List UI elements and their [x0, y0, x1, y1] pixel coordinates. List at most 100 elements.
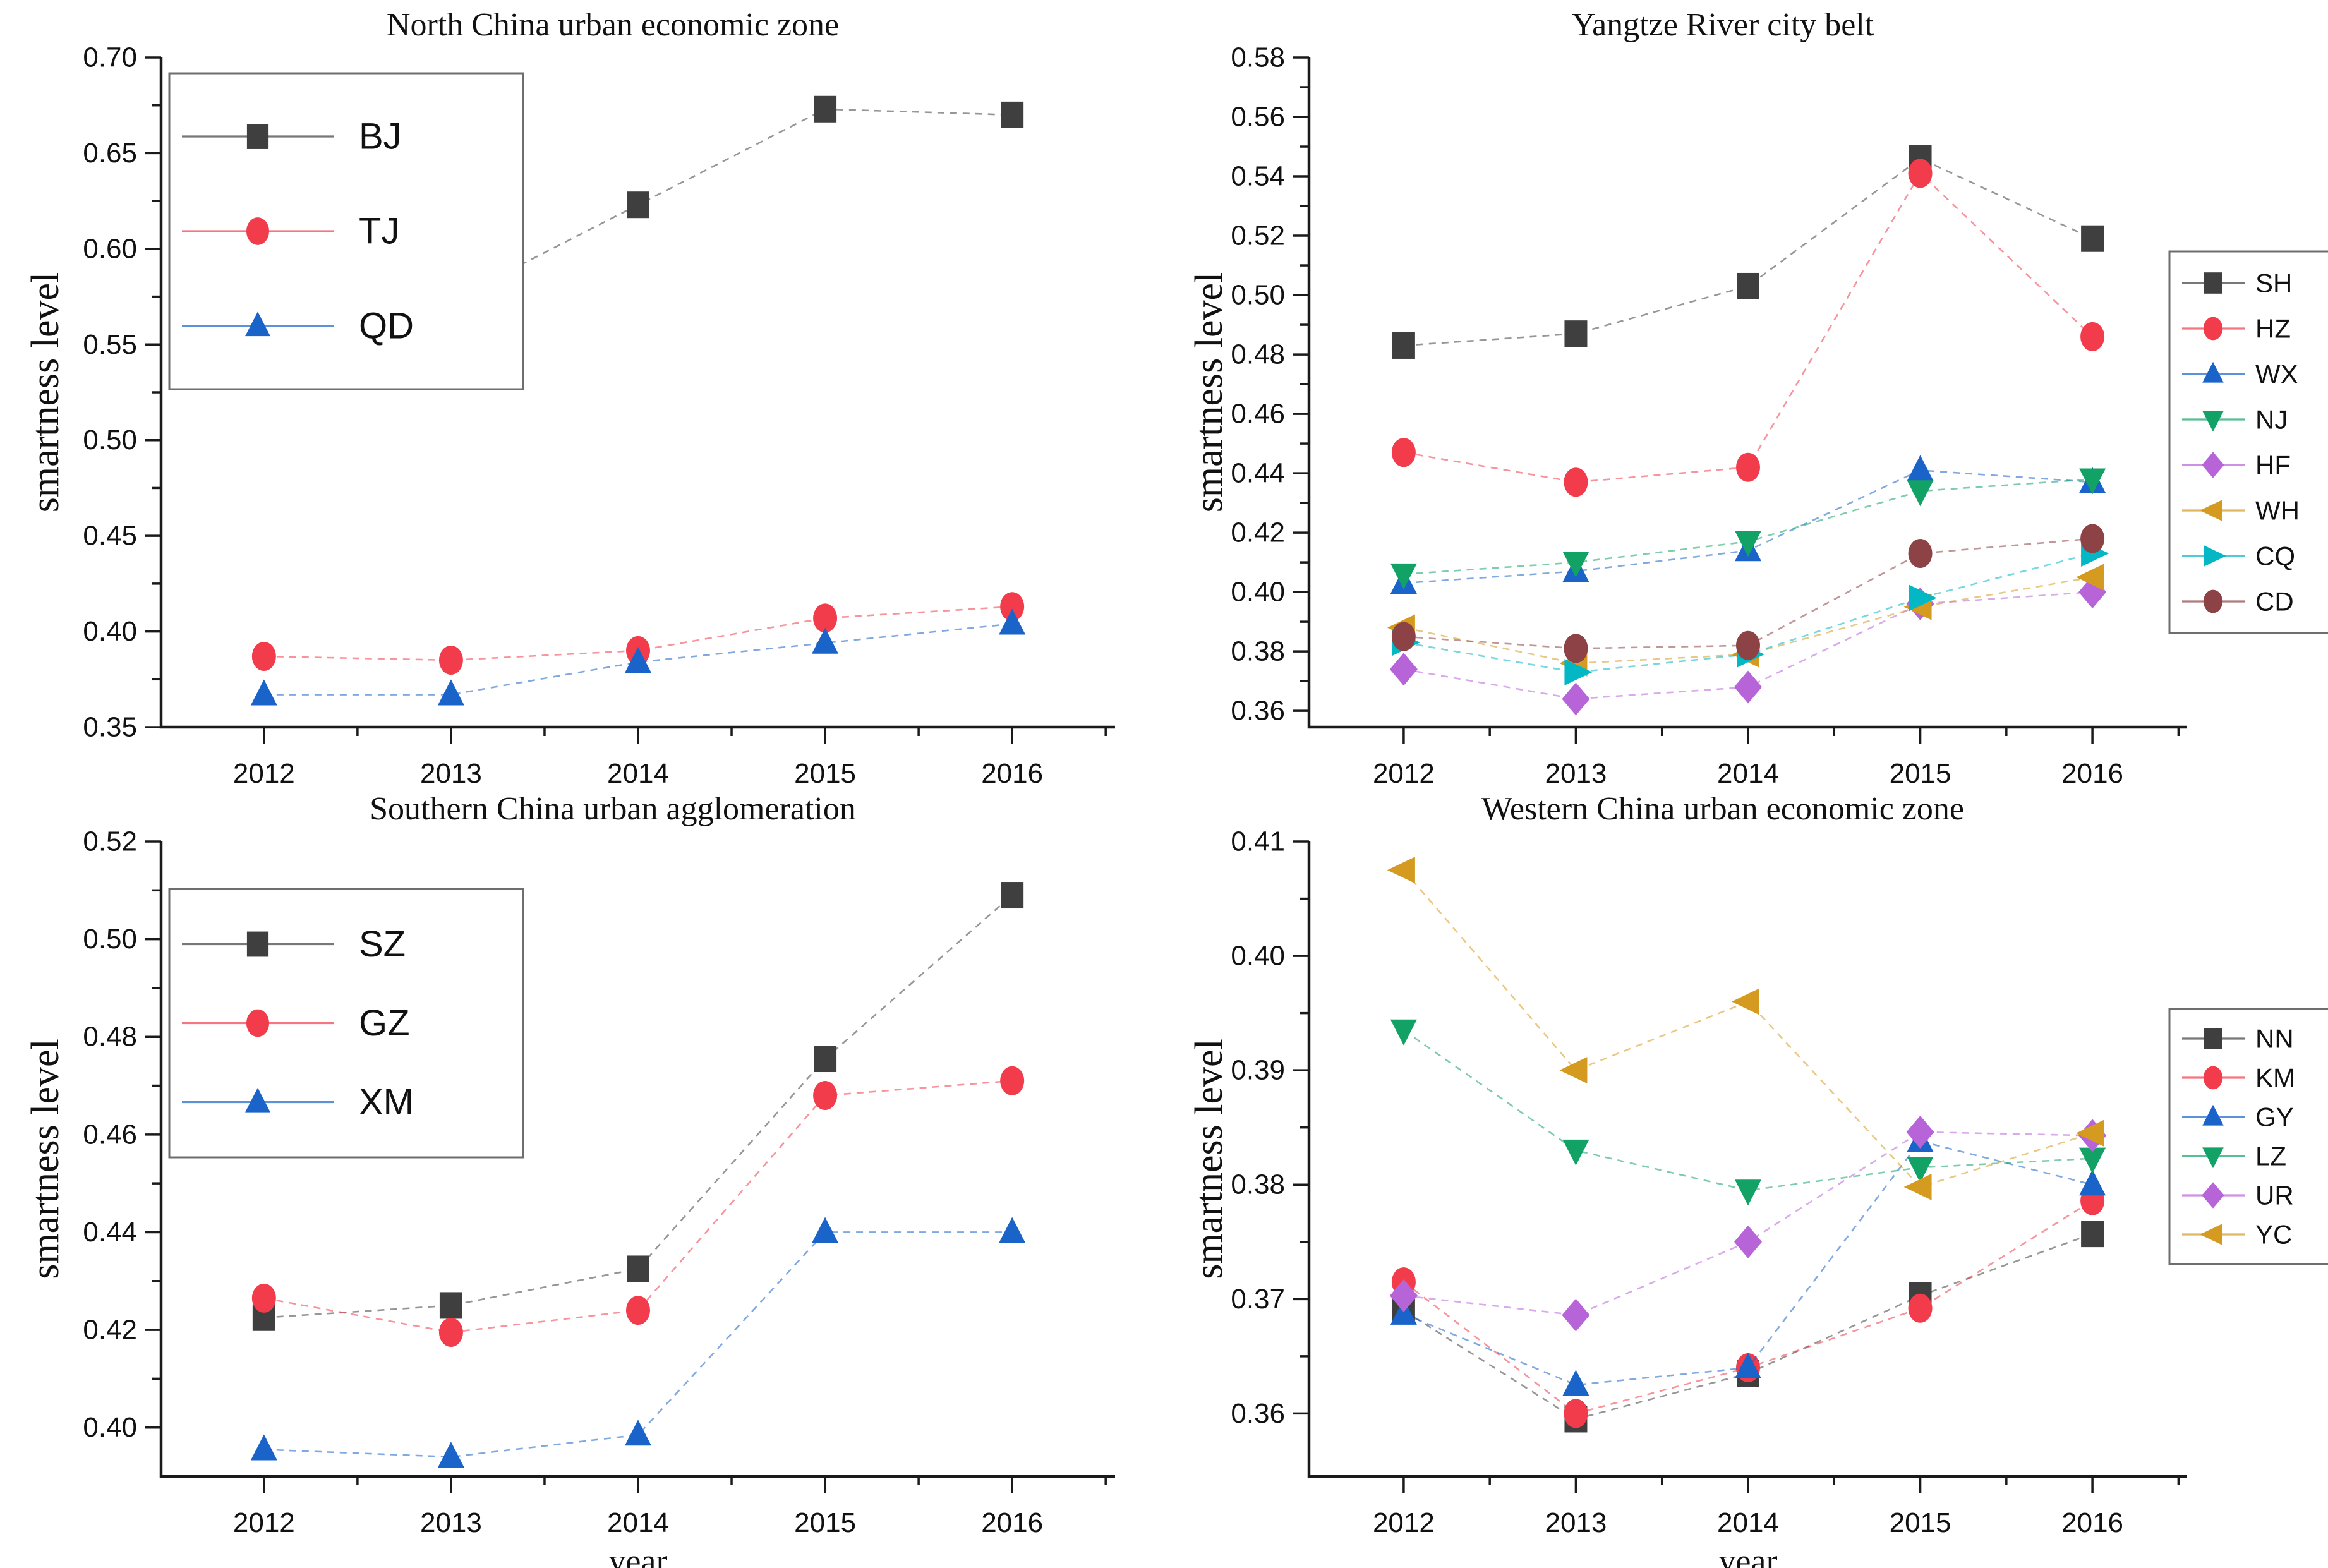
series-UR: [1389, 1115, 2107, 1332]
axis-tick-labels: 0.36 0.37 0.38 0.39 0.40 0.41 2012 2013 2014 2015…: [1231, 826, 2123, 1539]
marker-triangle-left: [2200, 1224, 2222, 1245]
marker-triangle-right: [1909, 584, 1937, 612]
marker-square: [627, 191, 649, 219]
legend-label-TJ: TJ: [359, 211, 399, 252]
series-line-GZ: [263, 1080, 1013, 1334]
marker-circle: [2203, 1066, 2223, 1090]
marker-square: [814, 95, 837, 123]
legend-yangtze-river: SH HZ WX NJ HF WH CQ CD: [2168, 250, 2328, 634]
chart-svg-north-china: 0.35 0.40 0.45 0.50 0.55 0.60 0.65 0.70 2012 2013…: [25, 42, 1115, 790]
panel-western-china-chart: 0.36 0.37 0.38 0.39 0.40 0.41 2012 2013 2014 2015…: [1189, 794, 2328, 1568]
marker-triangle-up: [1562, 1370, 1589, 1396]
marker-triangle-up: [812, 627, 839, 654]
series-line-GY: [1403, 1140, 2093, 1386]
axis-tick-labels: 0.35 0.40 0.45 0.50 0.55 0.60 0.65 0.70 2012 2013…: [83, 42, 1043, 790]
marker-triangle-down: [2079, 468, 2106, 495]
series-line-YC: [1402, 869, 2093, 1188]
chart-svg-western-china: 0.36 0.37 0.38 0.39 0.40 0.41 2012 2013 2014 2015…: [1189, 826, 2328, 1568]
marker-circle: [813, 1081, 838, 1110]
y-tick-label: 0.36: [1231, 1398, 1285, 1429]
legend-label-QD: QD: [359, 306, 414, 347]
y-tick-label: 0.70: [83, 42, 137, 73]
marker-triangle-down: [2202, 1147, 2224, 1169]
x-tick-label: 2014: [1717, 758, 1779, 789]
chart-title-western: Western China urban economic zone: [1481, 791, 1964, 827]
y-tick-label: 0.44: [83, 1217, 137, 1248]
y-tick-label: 0.40: [83, 616, 137, 647]
marker-square: [1392, 332, 1415, 359]
y-tick-label: 0.65: [83, 138, 137, 169]
y-tick-label: 0.38: [1231, 1169, 1285, 1200]
chart-svg-yangtze-river: 0.36 0.38 0.40 0.42 0.44 0.46 0.48 0.50 0.52 0.54…: [1189, 42, 2328, 789]
marker-triangle-left: [1903, 1173, 1932, 1200]
y-tick-label: 0.56: [1231, 102, 1285, 133]
axis-tick-labels: 0.40 0.42 0.44 0.46 0.48 0.50 0.52 2012 2013 2014…: [83, 826, 1043, 1539]
x-tick-label: 2016: [981, 758, 1043, 789]
marker-square: [1564, 320, 1588, 347]
y-tick-label: 0.52: [1231, 220, 1285, 251]
marker-square: [627, 1255, 649, 1282]
y-tick-label: 0.50: [83, 924, 137, 955]
y-tick-label: 0.39: [1231, 1055, 1285, 1086]
marker-circle: [626, 1296, 650, 1325]
x-axis-title: year: [609, 1542, 668, 1568]
series-KM: [1391, 1186, 2105, 1428]
marker-square: [1001, 882, 1024, 909]
marker-circle: [1000, 592, 1025, 622]
marker-triangle-left: [2200, 500, 2222, 521]
marker-circle: [1564, 1399, 1588, 1428]
marker-circle: [2203, 317, 2223, 341]
marker-diamond: [1389, 653, 1418, 686]
y-tick-label: 0.60: [83, 233, 137, 264]
marker-circle: [1908, 539, 1933, 569]
x-tick-label: 2016: [2061, 758, 2123, 789]
chart-svg-southern-china: 0.40 0.42 0.44 0.46 0.48 0.50 0.52 2012 2013 2014…: [25, 826, 1115, 1568]
marker-square: [2081, 1221, 2104, 1248]
x-tick-label: 2016: [981, 1507, 1043, 1538]
y-tick-label: 0.50: [1231, 280, 1285, 311]
series-line-HZ: [1403, 172, 2093, 483]
legend-label-HZ: HZ: [2255, 314, 2291, 344]
marker-diamond: [1562, 1298, 1590, 1332]
y-axis-title: smartness level: [1189, 1039, 1231, 1279]
marker-triangle-down: [1735, 531, 1761, 557]
legend-label-XM: XM: [359, 1082, 414, 1123]
y-tick-label: 0.40: [1231, 941, 1285, 972]
marker-circle: [438, 646, 463, 675]
series-CQ: [1392, 540, 2109, 686]
y-tick-label: 0.48: [1231, 339, 1285, 370]
marker-triangle-right: [1564, 659, 1593, 686]
y-tick-label: 0.36: [1231, 696, 1285, 727]
y-tick-label: 0.38: [1231, 636, 1285, 667]
marker-circle: [1000, 1066, 1025, 1095]
marker-square: [2204, 272, 2222, 294]
series-line-SH: [1403, 157, 2093, 347]
y-tick-label: 0.40: [1231, 577, 1285, 608]
marker-circle: [813, 603, 838, 633]
y-tick-label: 0.35: [83, 712, 137, 743]
legend-label-LZ: LZ: [2255, 1142, 2286, 1171]
x-tick-label: 2014: [607, 758, 669, 789]
marker-triangle-up: [2202, 361, 2224, 383]
legend-label-HF: HF: [2255, 450, 2291, 480]
x-tick-label: 2013: [420, 758, 482, 789]
marker-triangle-left: [2076, 564, 2104, 591]
y-tick-label: 0.54: [1231, 161, 1285, 192]
legend-label-YC: YC: [2255, 1220, 2292, 1250]
marker-triangle-down: [1390, 563, 1417, 589]
series-line-NN: [1403, 1233, 2093, 1420]
marker-circle: [1391, 438, 1416, 467]
marker-triangle-left: [1387, 857, 1415, 884]
marker-triangle-left: [1559, 1057, 1588, 1084]
axis-ticks: [145, 56, 1107, 744]
series-XM: [250, 1217, 1026, 1468]
legend-north-china: BJ TJ QD: [168, 72, 524, 390]
marker-triangle-up: [2202, 1104, 2224, 1126]
marker-circle: [1564, 467, 1588, 497]
marker-triangle-up: [625, 1420, 651, 1446]
marker-triangle-down: [2079, 1147, 2106, 1174]
legend-label-BJ: BJ: [359, 116, 402, 157]
marker-circle: [1908, 1293, 1933, 1323]
legend-label-GY: GY: [2255, 1102, 2294, 1132]
chart-title-north: North China urban economic zone: [386, 7, 840, 43]
